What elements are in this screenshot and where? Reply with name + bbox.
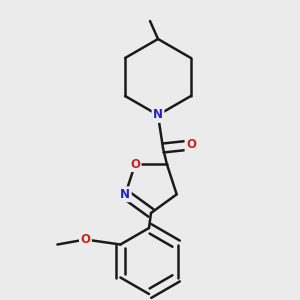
- Text: O: O: [130, 158, 140, 171]
- Text: N: N: [120, 188, 130, 201]
- Text: N: N: [153, 109, 163, 122]
- Text: O: O: [186, 139, 196, 152]
- Text: O: O: [80, 233, 90, 246]
